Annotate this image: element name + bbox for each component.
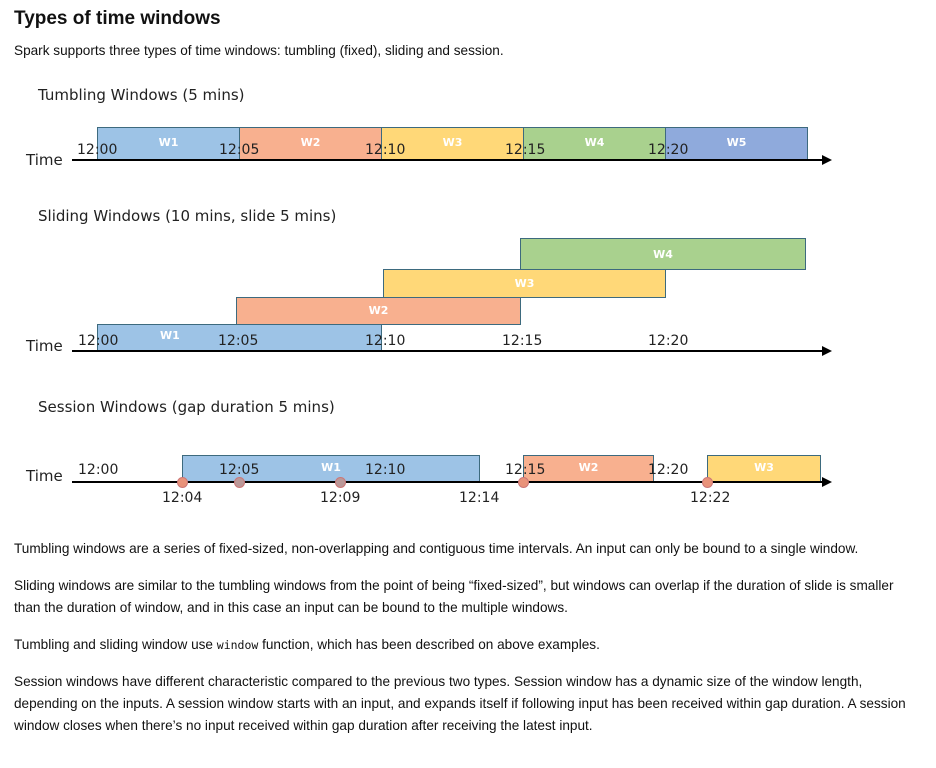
arrow-icon	[822, 155, 832, 165]
time-label: Time	[26, 337, 63, 355]
tick: 12:15	[505, 142, 546, 158]
time-label: Time	[26, 151, 63, 169]
tumbling-description: Tumbling windows are a series of fixed-s…	[14, 541, 859, 556]
event-dot	[518, 477, 529, 488]
session-w2: W2	[523, 455, 654, 483]
page-title: Types of time windows	[14, 8, 221, 29]
session-w3: W3	[707, 455, 821, 483]
tick: 12:20	[648, 333, 689, 349]
tumbling-axis	[72, 159, 824, 161]
event-dot	[335, 477, 346, 488]
tumbling-w5: W5	[665, 127, 808, 161]
session-axis	[72, 481, 824, 483]
event-label: 12:22	[690, 490, 731, 506]
tick: 12:05	[218, 333, 259, 349]
sliding-w2: W2	[236, 297, 521, 325]
text: function, which has been described on ab…	[258, 637, 600, 652]
tick: 12:20	[648, 462, 689, 478]
tumbling-title: Tumbling Windows (5 mins)	[38, 86, 245, 104]
tick: 12:00	[78, 333, 119, 349]
text: Tumbling and sliding window use	[14, 637, 217, 652]
tick: 12:20	[648, 142, 689, 158]
intro-text: Spark supports three types of time windo…	[14, 43, 504, 58]
arrow-icon	[822, 346, 832, 356]
tick: 12:00	[78, 462, 119, 478]
event-label: 12:04	[162, 490, 203, 506]
arrow-icon	[822, 477, 832, 487]
event-dot	[234, 477, 245, 488]
session-title: Session Windows (gap duration 5 mins)	[38, 398, 335, 416]
event-dot	[702, 477, 713, 488]
sliding-w1: W1	[97, 324, 382, 352]
event-dot	[177, 477, 188, 488]
inline-code: window	[216, 638, 259, 652]
sliding-w3: W3	[383, 269, 666, 298]
sliding-w4: W4	[520, 238, 806, 270]
sliding-description: Sliding windows are similar to the tumbl…	[14, 578, 894, 615]
event-label: 12:14	[459, 490, 500, 506]
tick: 12:15	[505, 462, 546, 478]
sliding-axis	[72, 350, 824, 352]
tick: 12:05	[219, 462, 260, 478]
tick: 12:00	[77, 142, 118, 158]
session-description: Session windows have different character…	[14, 674, 906, 733]
tick: 12:15	[502, 333, 543, 349]
tick: 12:05	[219, 142, 260, 158]
time-label: Time	[26, 467, 63, 485]
window-function-description: Tumbling and sliding window use window f…	[14, 634, 919, 656]
event-label: 12:09	[320, 490, 361, 506]
tick: 12:10	[365, 333, 406, 349]
tick: 12:10	[365, 462, 406, 478]
tick: 12:10	[365, 142, 406, 158]
description-section: Tumbling windows are a series of fixed-s…	[14, 538, 919, 752]
sliding-title: Sliding Windows (10 mins, slide 5 mins)	[38, 207, 337, 225]
tumbling-w4: W4	[523, 127, 666, 161]
tumbling-w2: W2	[239, 127, 382, 161]
